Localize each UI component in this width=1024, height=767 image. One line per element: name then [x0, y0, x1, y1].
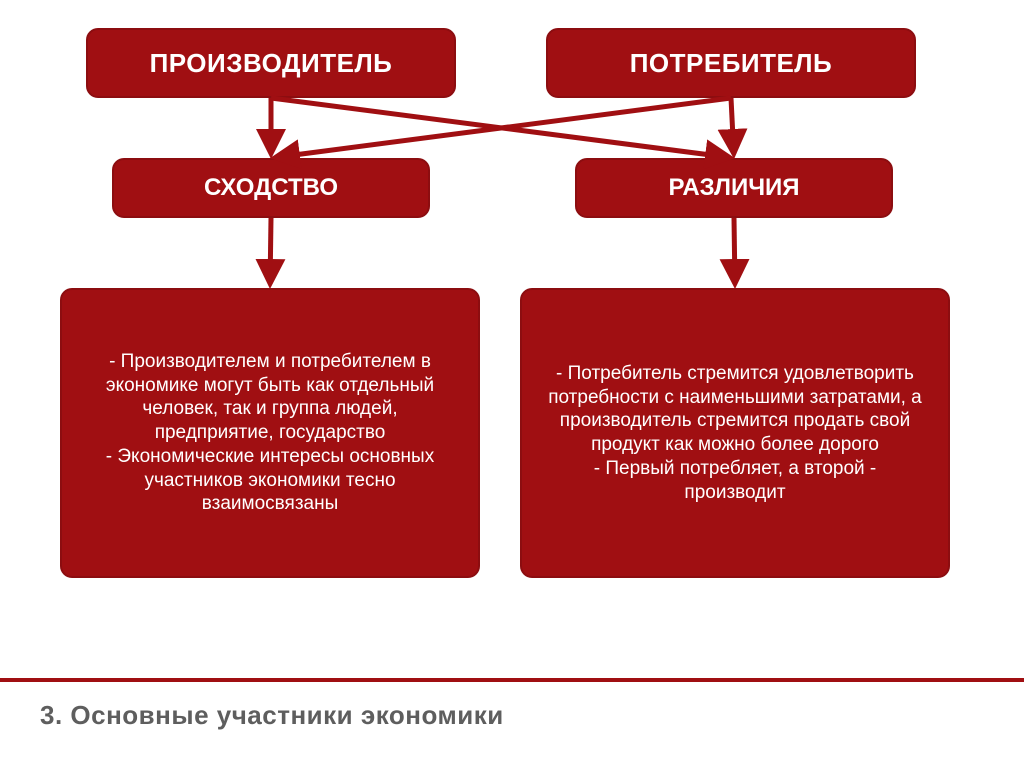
node-differences: РАЗЛИЧИЯ: [575, 158, 893, 218]
node-consumer-label: ПОТРЕБИТЕЛЬ: [630, 48, 833, 79]
slide-title-text: 3. Основные участники экономики: [40, 700, 504, 730]
desc-item: - Производителем и потребителем в эконом…: [82, 350, 458, 445]
node-producer: ПРОИЗВОДИТЕЛЬ: [86, 28, 456, 98]
node-producer-label: ПРОИЗВОДИТЕЛЬ: [150, 48, 393, 79]
arrow: [270, 218, 271, 284]
node-differences-label: РАЗЛИЧИЯ: [668, 174, 799, 202]
node-similarity-label: СХОДСТВО: [204, 174, 338, 202]
arrow: [271, 98, 730, 157]
arrow: [275, 98, 731, 157]
arrow: [731, 98, 734, 154]
node-similarity: СХОДСТВО: [112, 158, 430, 218]
slide-title: 3. Основные участники экономики: [0, 700, 1024, 731]
node-consumer: ПОТРЕБИТЕЛЬ: [546, 28, 916, 98]
arrow: [734, 218, 735, 284]
desc-item: - Экономические интересы основных участн…: [82, 445, 458, 516]
desc-item: - Первый потребляет, а второй - производ…: [542, 457, 928, 505]
desc-similarity: - Производителем и потребителем в эконом…: [60, 288, 480, 578]
desc-differences: - Потребитель стремится удовлетворить по…: [520, 288, 950, 578]
desc-item: - Потребитель стремится удовлетворить по…: [542, 362, 928, 457]
footer-divider: [0, 678, 1024, 682]
